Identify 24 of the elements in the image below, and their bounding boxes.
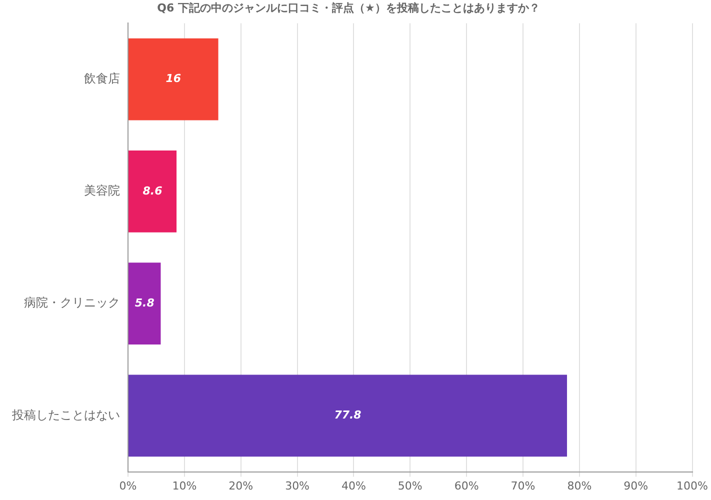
x-tick-label: 70%: [510, 479, 536, 492]
y-tick-label: 美容院: [84, 184, 120, 198]
bar: [128, 38, 218, 120]
x-tick-label: 0%: [119, 479, 137, 492]
data-label: 77.8: [334, 408, 362, 422]
bar: [128, 374, 568, 457]
x-tick-label: 30%: [285, 479, 310, 492]
y-tick-label: 飲食店: [84, 71, 120, 86]
x-tick-label: 20%: [228, 479, 254, 492]
y-tick-label: 投稿したことはない: [11, 408, 120, 422]
x-tick-label: 80%: [567, 479, 592, 492]
chart-title: Q6 下記の中のジャンルに口コミ・評点（★）を投稿したことはありますか？: [157, 1, 540, 14]
x-tick-label: 10%: [172, 479, 197, 492]
x-tick-label: 40%: [341, 479, 366, 492]
x-tick-label: 100%: [676, 479, 708, 492]
bar: [128, 150, 177, 232]
x-tick-label: 50%: [398, 479, 422, 492]
x-tick-label: 60%: [454, 479, 479, 492]
x-tick-label: 90%: [624, 479, 648, 492]
y-tick-label: 病院・クリニック: [24, 296, 120, 310]
data-label: 16: [166, 72, 182, 86]
bar: [128, 262, 161, 345]
data-label: 8.6: [142, 184, 163, 198]
data-label: 5.8: [134, 296, 155, 310]
